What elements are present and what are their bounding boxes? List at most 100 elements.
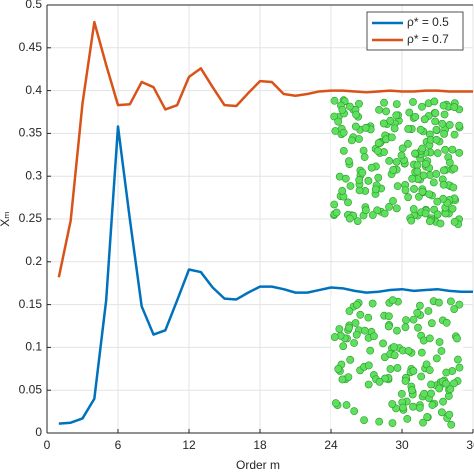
particle (439, 166, 448, 175)
particle (402, 316, 410, 325)
particle (425, 366, 434, 374)
particle (415, 403, 424, 412)
particle (346, 355, 355, 364)
particle (330, 200, 339, 209)
particle (382, 107, 390, 116)
particle (455, 148, 464, 157)
y-axis-label: Xₘ (0, 211, 12, 226)
particle (421, 209, 430, 218)
particle (392, 100, 401, 108)
particle (418, 144, 427, 153)
particle (393, 364, 402, 372)
particle (455, 363, 464, 372)
particle (417, 372, 426, 381)
particle (415, 301, 424, 310)
y-tick-label: 0.2 (25, 254, 42, 268)
y-tick-label: 0.5 (25, 0, 42, 11)
particle (425, 217, 434, 226)
particle (339, 146, 348, 155)
particle (374, 173, 383, 182)
particle (332, 208, 341, 217)
x-tick-label: 24 (324, 438, 338, 452)
particle (413, 167, 422, 176)
x-axis-label: Order m (236, 458, 280, 472)
y-tick-label: 0 (35, 425, 42, 439)
particle (368, 299, 377, 308)
particle (403, 414, 412, 423)
particle (364, 176, 373, 185)
particle (430, 97, 439, 106)
particle (450, 103, 459, 111)
particle (407, 216, 416, 225)
particle (359, 146, 368, 155)
particle (423, 413, 432, 421)
particle (425, 334, 434, 343)
particle (362, 206, 370, 215)
particle (420, 389, 429, 398)
particle (414, 323, 422, 332)
particle (409, 98, 417, 106)
particle (439, 180, 448, 189)
particle (397, 389, 406, 398)
particle (449, 183, 458, 192)
x-tick-label: 6 (115, 438, 122, 452)
particle (437, 408, 446, 417)
particle (431, 109, 440, 117)
particle (371, 185, 380, 194)
y-tick-label: 0.15 (19, 297, 43, 311)
y-tick-label: 0.35 (19, 126, 43, 140)
particle (392, 157, 401, 166)
particle (385, 156, 394, 165)
particle (353, 217, 362, 225)
y-tick-label: 0.4 (25, 83, 42, 97)
particle (438, 119, 447, 128)
particle (445, 121, 454, 129)
particle (352, 110, 360, 119)
particle (345, 102, 354, 111)
particle (401, 377, 410, 385)
particle (442, 368, 451, 377)
particle (355, 99, 363, 108)
particle (446, 385, 455, 394)
particle (401, 186, 410, 195)
particle (409, 402, 417, 411)
particle (373, 146, 382, 155)
particle (389, 166, 398, 174)
particle (342, 401, 351, 409)
particle (384, 322, 393, 331)
particle (418, 187, 427, 196)
particle (370, 332, 378, 341)
legend-label: ρ* = 0.7 (407, 32, 449, 46)
particle (450, 164, 459, 173)
particle (446, 297, 455, 306)
particle (345, 157, 353, 166)
particle (404, 139, 412, 148)
series-line (57, 20, 473, 278)
particle (404, 346, 413, 355)
particle (421, 159, 430, 168)
particle (386, 365, 395, 373)
particle (364, 361, 373, 370)
particle (393, 326, 401, 335)
particle (360, 416, 368, 424)
particle (364, 313, 373, 322)
particle (388, 296, 397, 305)
particle (358, 168, 367, 177)
particle (375, 106, 383, 114)
particle (450, 130, 459, 139)
x-tick-label: 18 (253, 438, 267, 452)
particle (436, 219, 445, 228)
particle (386, 116, 395, 125)
particle (345, 307, 354, 316)
particle (393, 182, 402, 191)
particle (338, 105, 347, 114)
particle (453, 355, 462, 364)
particle (355, 176, 364, 184)
particle (442, 379, 451, 388)
particle (448, 145, 457, 154)
particle (404, 125, 413, 133)
y-tick-label: 0.3 (25, 168, 42, 182)
particle (433, 149, 442, 158)
particle (338, 375, 347, 384)
particle (410, 185, 418, 193)
